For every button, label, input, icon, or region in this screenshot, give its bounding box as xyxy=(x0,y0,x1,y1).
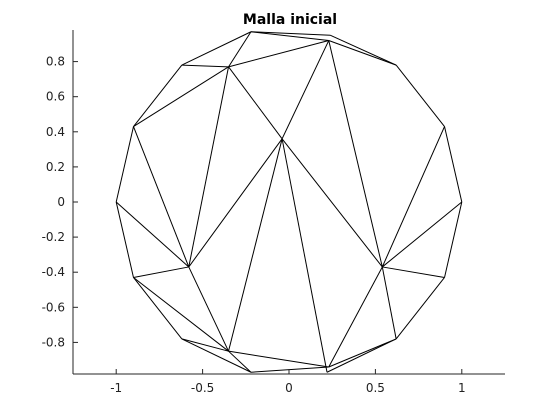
y-tick-label: -0.4 xyxy=(42,265,65,279)
mesh-edge-u-b xyxy=(281,40,330,140)
mesh-edge-m-n xyxy=(133,64,183,127)
mesh-edge-b-t xyxy=(328,40,383,268)
mesh-edge-u-h xyxy=(281,138,328,373)
mesh-edge-s-u xyxy=(228,138,283,352)
y-tick-label: 0.4 xyxy=(46,125,65,139)
mesh-edge-f-t xyxy=(382,266,445,278)
mesh-edge-l-r xyxy=(115,201,190,268)
mesh-edge-q-u xyxy=(228,66,283,140)
mesh-edge-e-f xyxy=(444,201,463,278)
x-tick-label: 0 xyxy=(285,381,293,395)
mesh-layer xyxy=(115,31,463,373)
mesh-edge-i-j xyxy=(181,338,252,373)
mesh-edge-a-q xyxy=(228,31,252,68)
mesh-edge-t-g xyxy=(381,266,397,339)
mesh-edge-k-r xyxy=(133,266,189,278)
mesh-edge-o-c xyxy=(330,34,397,66)
mesh-edge-t-p xyxy=(328,266,383,368)
chart-title: Malla inicial xyxy=(243,12,337,28)
mesh-edge-p-i xyxy=(250,366,329,373)
mesh-edge-c-d xyxy=(395,64,445,127)
y-tick-label: 0 xyxy=(57,195,65,209)
axes: -1 -0.5 0 0.5 1 0.8 0.6 0.4 0.2 0 -0.2 -0.4 -0.6 -0.8 xyxy=(42,30,505,395)
mesh-edge-f-g xyxy=(395,277,445,340)
mesh-edge-j-s xyxy=(181,338,229,352)
y-tick-label: -0.2 xyxy=(42,230,65,244)
x-tick-label: 1 xyxy=(458,381,466,395)
mesh-edge-n-q xyxy=(181,64,229,68)
mesh-edge-g-h xyxy=(326,338,397,373)
mesh-edge-k-l xyxy=(115,201,134,278)
mesh-edge-m-q xyxy=(133,66,229,127)
x-tick-label: 0.5 xyxy=(366,381,385,395)
mesh-edge-b-c xyxy=(328,40,397,66)
y-tick-label: -0.8 xyxy=(42,335,65,349)
mesh-edge-a-b xyxy=(250,31,329,42)
mesh-edge-j-k xyxy=(133,277,183,340)
mesh-edge-s-p xyxy=(228,350,329,368)
y-tick-label: -0.6 xyxy=(42,300,65,314)
x-tick-label: -0.5 xyxy=(191,381,214,395)
mesh-edge-k-s xyxy=(133,277,229,352)
mesh-edge-q-r xyxy=(188,66,230,268)
mesh-edge-g-p xyxy=(328,338,397,368)
mesh-edge-r-s xyxy=(188,266,229,352)
mesh-edge-u-t xyxy=(281,138,383,268)
mesh-edge-d-t xyxy=(381,126,445,268)
y-tick-label: 0.6 xyxy=(46,90,65,104)
y-tick-label: 0.8 xyxy=(46,55,65,69)
mesh-edge-r-u xyxy=(188,138,283,268)
mesh-edge-l-m xyxy=(115,126,134,203)
mesh-edge-m-r xyxy=(133,126,190,268)
mesh-edge-i-s xyxy=(228,350,252,373)
x-tick-label: -1 xyxy=(110,381,122,395)
mesh-edge-a-o xyxy=(250,31,331,36)
mesh-edge-n-a xyxy=(181,31,252,66)
mesh-edge-q-b xyxy=(228,40,329,68)
mesh-edge-d-e xyxy=(444,126,463,203)
y-tick-label: 0.2 xyxy=(46,160,65,174)
mesh-edge-e-t xyxy=(381,201,463,268)
